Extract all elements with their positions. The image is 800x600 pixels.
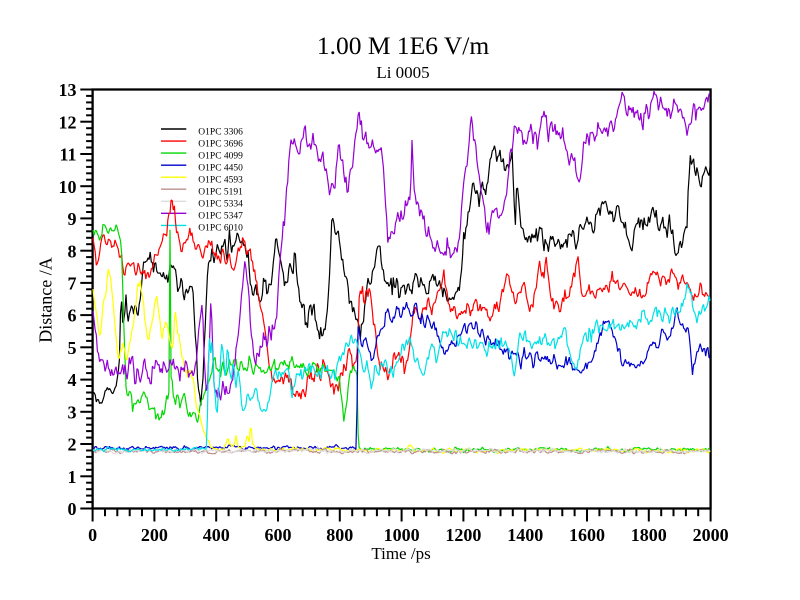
- svg-text:O1PC 4593: O1PC 4593: [198, 176, 243, 186]
- svg-text:Li 0005: Li 0005: [376, 63, 429, 82]
- svg-text:O1PC 4099: O1PC 4099: [198, 151, 243, 161]
- svg-text:O1PC 3696: O1PC 3696: [198, 139, 243, 149]
- svg-text:800: 800: [326, 525, 353, 545]
- svg-text:1400: 1400: [507, 525, 543, 545]
- svg-text:6: 6: [68, 306, 77, 326]
- svg-text:O1PC 6010: O1PC 6010: [198, 224, 243, 234]
- svg-text:O1PC 5191: O1PC 5191: [198, 188, 243, 198]
- svg-text:2000: 2000: [693, 525, 729, 545]
- svg-text:200: 200: [141, 525, 168, 545]
- svg-text:7: 7: [68, 274, 77, 294]
- svg-text:600: 600: [265, 525, 292, 545]
- svg-text:0: 0: [88, 525, 97, 545]
- svg-text:1: 1: [68, 467, 77, 487]
- svg-text:1800: 1800: [631, 525, 667, 545]
- svg-text:0: 0: [68, 499, 77, 519]
- svg-text:1.00 M 1E6 V/m: 1.00 M 1E6 V/m: [317, 31, 490, 60]
- svg-text:Distance /A: Distance /A: [36, 257, 56, 342]
- svg-text:O1PC 5334: O1PC 5334: [198, 200, 243, 210]
- svg-text:10: 10: [59, 177, 77, 197]
- svg-text:Time /ps: Time /ps: [371, 544, 430, 563]
- svg-text:O1PC 5347: O1PC 5347: [198, 212, 243, 222]
- svg-text:8: 8: [68, 241, 77, 261]
- svg-text:O1PC 4450: O1PC 4450: [198, 164, 243, 174]
- svg-text:1000: 1000: [384, 525, 420, 545]
- svg-text:13: 13: [59, 80, 77, 100]
- svg-text:1600: 1600: [569, 525, 605, 545]
- svg-text:O1PC 3306: O1PC 3306: [198, 127, 243, 137]
- svg-text:2: 2: [68, 435, 77, 455]
- svg-text:3: 3: [68, 402, 77, 422]
- svg-text:9: 9: [68, 209, 77, 229]
- svg-text:4: 4: [68, 370, 77, 390]
- svg-text:400: 400: [203, 525, 230, 545]
- svg-text:1200: 1200: [445, 525, 481, 545]
- svg-text:12: 12: [59, 112, 77, 132]
- svg-text:11: 11: [59, 145, 76, 165]
- svg-text:5: 5: [68, 338, 77, 358]
